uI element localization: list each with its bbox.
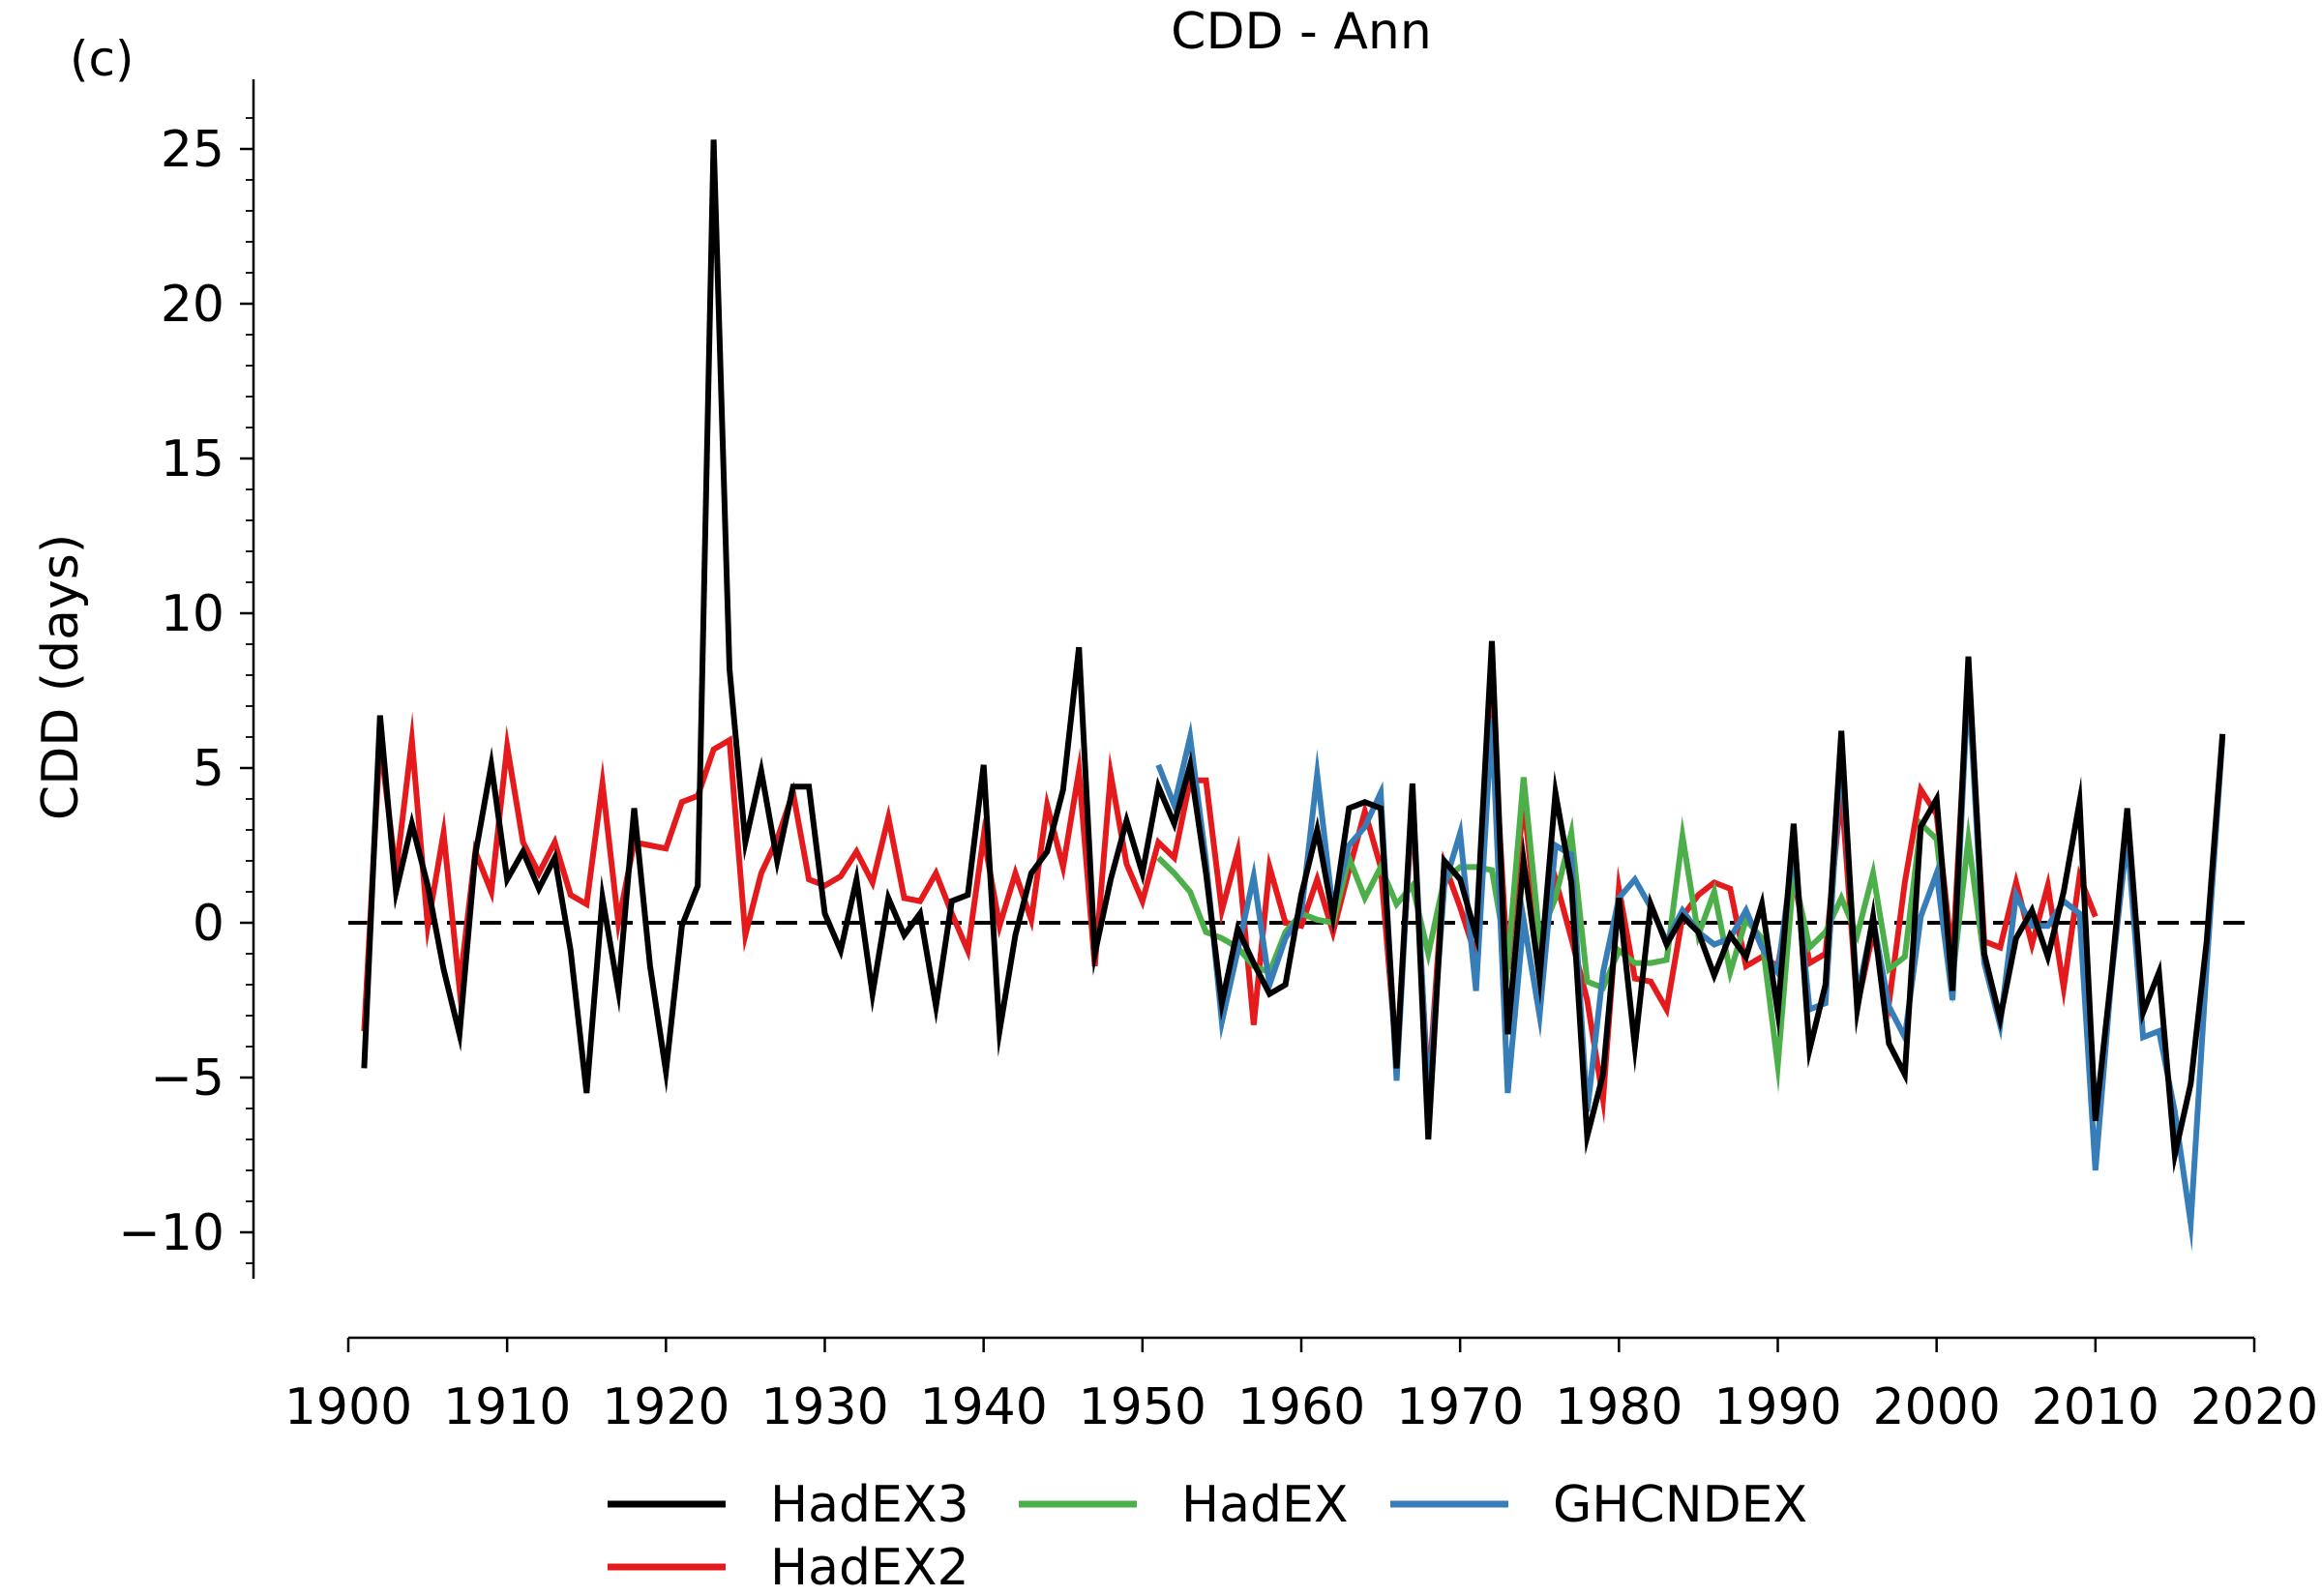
legend-item-hadex3: HadEX3: [608, 1476, 969, 1534]
x-tick-label: 2010: [2032, 1378, 2159, 1436]
x-tick-label: 2020: [2190, 1378, 2318, 1436]
y-tick-label: 15: [161, 430, 224, 488]
x-tick-label: 1900: [284, 1378, 412, 1436]
legend-label: GHCNDEX: [1553, 1476, 1807, 1534]
y-axis-label: CDD (days): [32, 534, 90, 820]
legend-item-hadex2: HadEX2: [608, 1539, 969, 1596]
x-ticks: 1900 1910 1920 1930 1940 1950 1960 1970 1980 1990…: [284, 1338, 2318, 1436]
x-tick-label: 1940: [919, 1378, 1047, 1436]
y-tick-label: 10: [161, 585, 224, 643]
legend-label: HadEX3: [770, 1476, 969, 1534]
y-ticks: −10 −5 0 5 10 15 20 25: [118, 117, 253, 1264]
chart-title: CDD - Ann: [1171, 3, 1432, 61]
y-tick-label: 25: [161, 121, 224, 179]
x-tick-label: 1910: [443, 1378, 571, 1436]
legend-label: HadEX2: [770, 1539, 969, 1596]
y-tick-label: 5: [193, 740, 224, 798]
legend-label: HadEX: [1181, 1476, 1348, 1534]
y-tick-label: 0: [193, 895, 224, 953]
x-tick-label: 1920: [602, 1378, 729, 1436]
legend-item-ghcndex: GHCNDEX: [1390, 1476, 1807, 1534]
y-tick-label: −5: [150, 1049, 224, 1108]
x-tick-label: 1950: [1079, 1378, 1206, 1436]
x-tick-label: 1930: [760, 1378, 888, 1436]
x-tick-label: 1980: [1555, 1378, 1682, 1436]
x-axis: 1900 1910 1920 1930 1940 1950 1960 1970 1980 1990…: [284, 1336, 2318, 1436]
y-tick-label: 20: [161, 276, 224, 334]
x-tick-label: 1970: [1396, 1378, 1524, 1436]
y-tick-label: −10: [118, 1204, 224, 1262]
x-tick-label: 2000: [1872, 1378, 2000, 1436]
panel-label: (c): [70, 31, 134, 87]
x-tick-label: 1960: [1237, 1378, 1365, 1436]
series-layer: [361, 139, 2226, 1252]
series-line-ghcndex: [1155, 678, 2226, 1252]
series-line-hadex3: [361, 139, 2226, 1174]
legend-item-hadex: HadEX: [1019, 1476, 1348, 1534]
x-tick-label: 1990: [1713, 1378, 1841, 1436]
y-axis: −10 −5 0 5 10 15 20 25: [118, 79, 255, 1279]
